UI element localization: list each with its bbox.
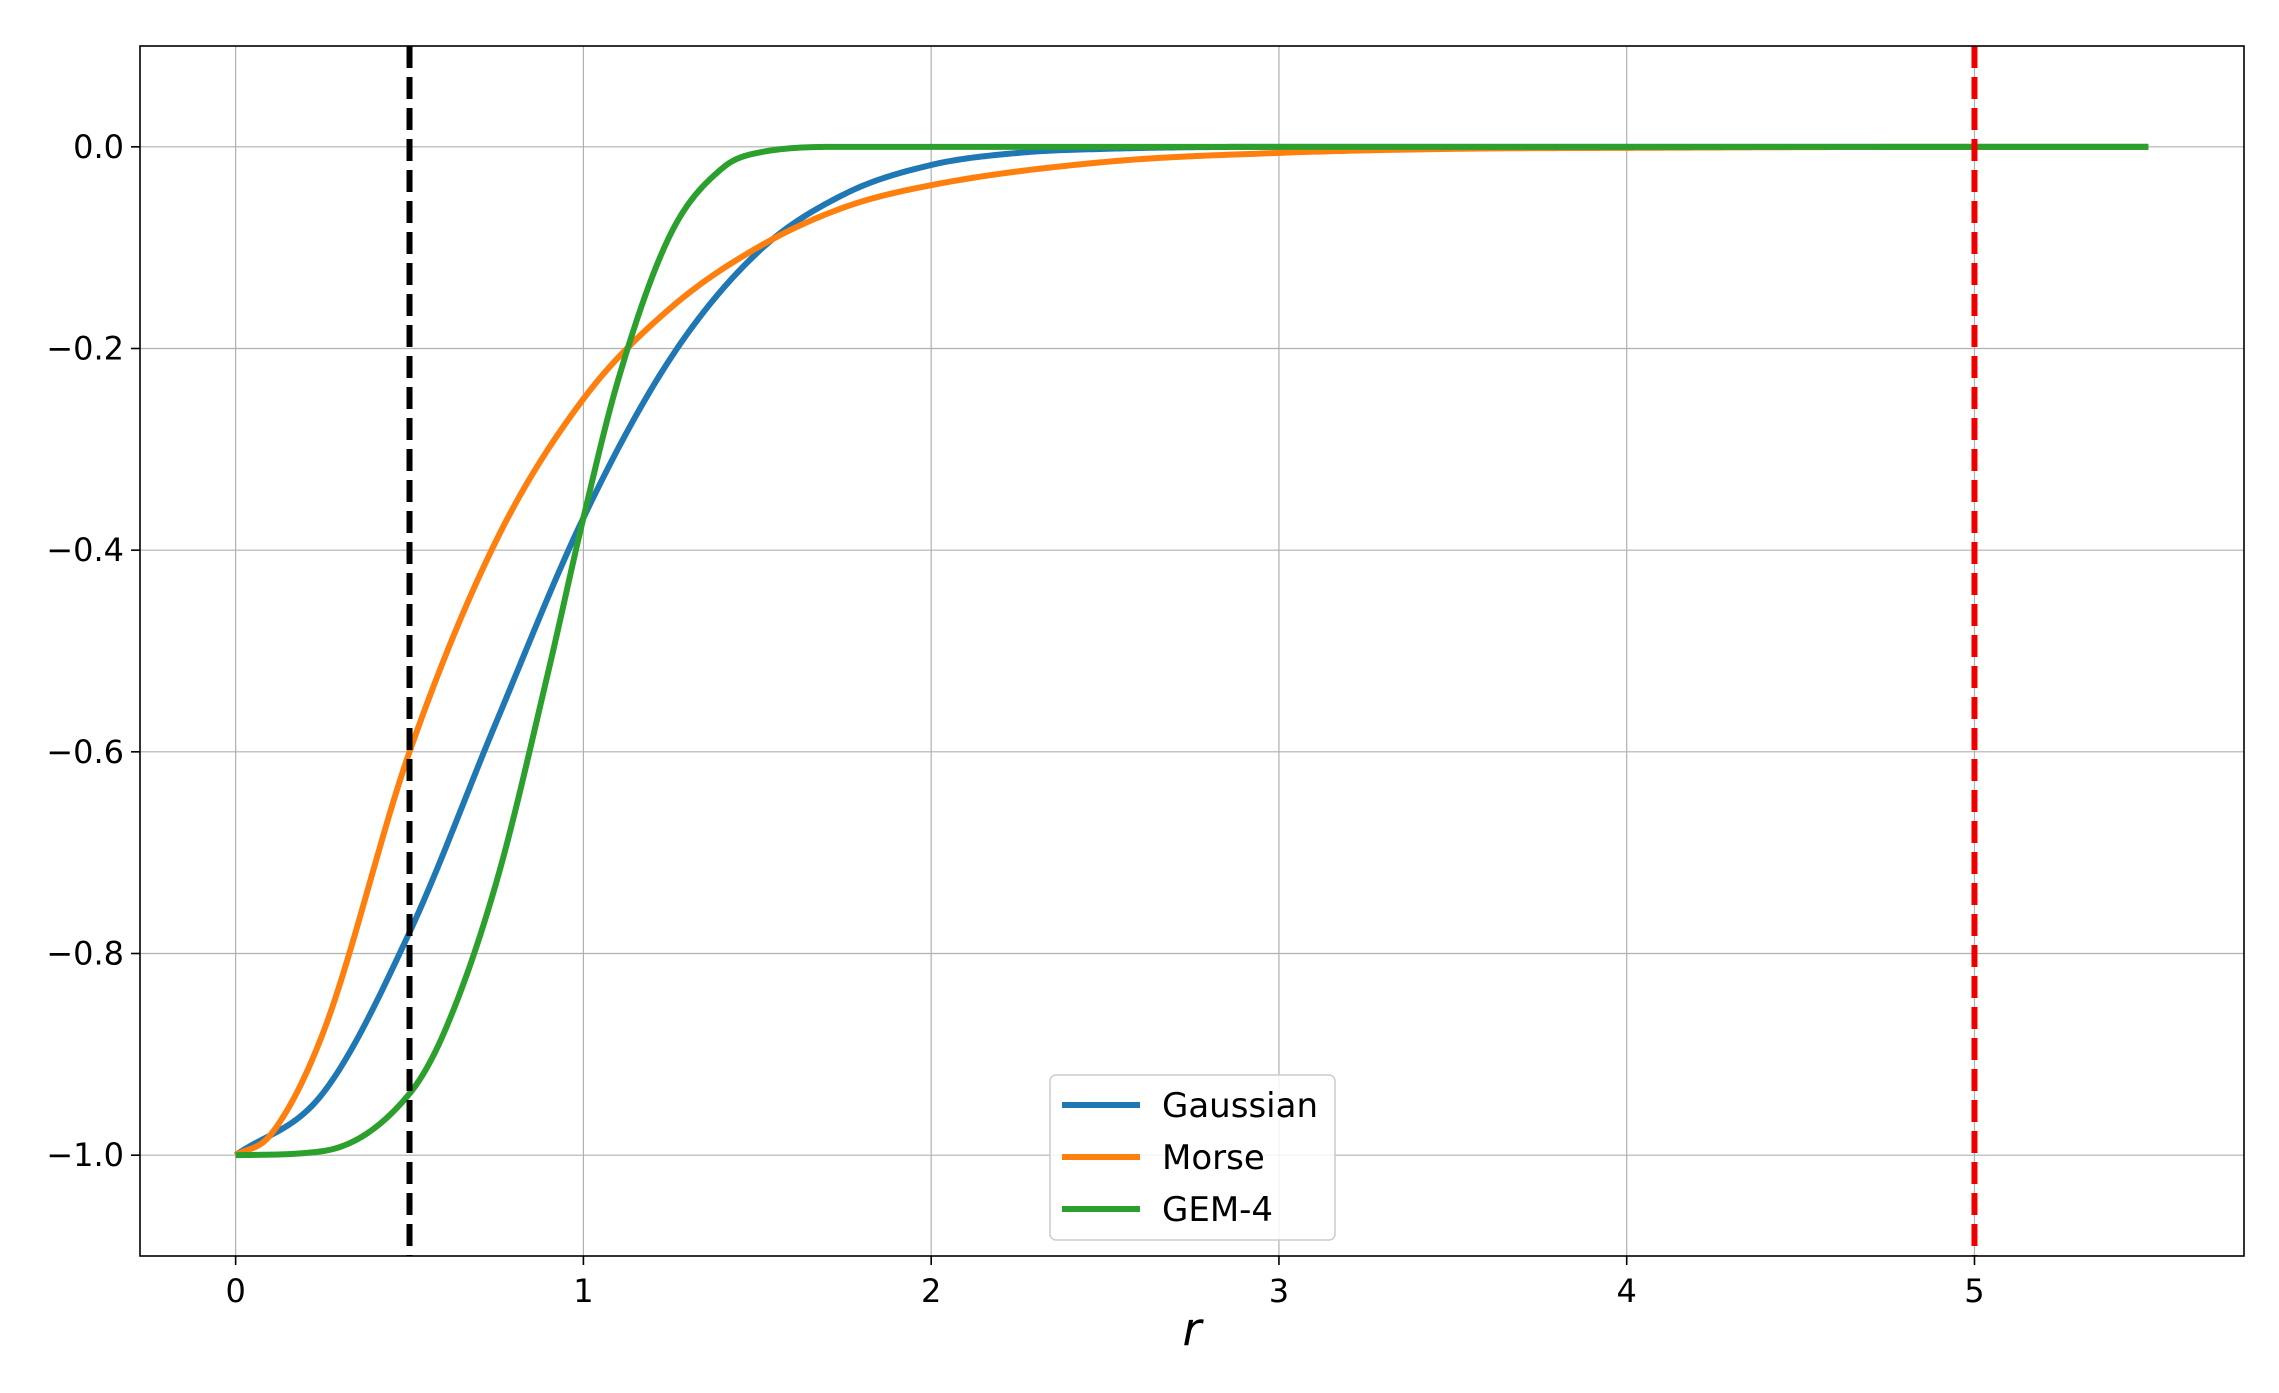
legend-label: Morse	[1162, 1138, 1265, 1178]
x-tick-label: 2	[921, 1272, 941, 1310]
y-tick-label: −0.2	[46, 330, 124, 368]
x-tick-label: 5	[1964, 1272, 1984, 1310]
x-tick-label: 1	[573, 1272, 593, 1310]
plot-area	[233, 46, 2149, 1256]
x-tick-label: 3	[1269, 1272, 1289, 1310]
y-tick-label: −0.4	[46, 531, 124, 569]
grid	[140, 46, 2244, 1256]
legend-label: Gaussian	[1162, 1086, 1318, 1126]
legend: Gaussian Morse GEM-4	[1049, 1074, 1336, 1241]
ticks: 0 1 2 3 4 5 −1.0 −0.8 −0.6 −0.4 −0.2 0.0	[46, 128, 1984, 1310]
y-tick-label: −0.8	[46, 935, 124, 973]
y-tick-label: −1.0	[46, 1136, 124, 1174]
legend-box	[1049, 1074, 1336, 1241]
legend-label: GEM-4	[1162, 1190, 1273, 1230]
y-tick-label: −0.6	[46, 733, 124, 771]
x-tick-label: 0	[225, 1272, 245, 1310]
axes-frame	[139, 45, 2245, 1257]
x-tick-label: 4	[1617, 1272, 1637, 1310]
x-axis-label: r	[1183, 1302, 1205, 1356]
y-tick-label: 0.0	[73, 128, 124, 166]
series-line-gem-4	[235, 143, 2149, 1159]
